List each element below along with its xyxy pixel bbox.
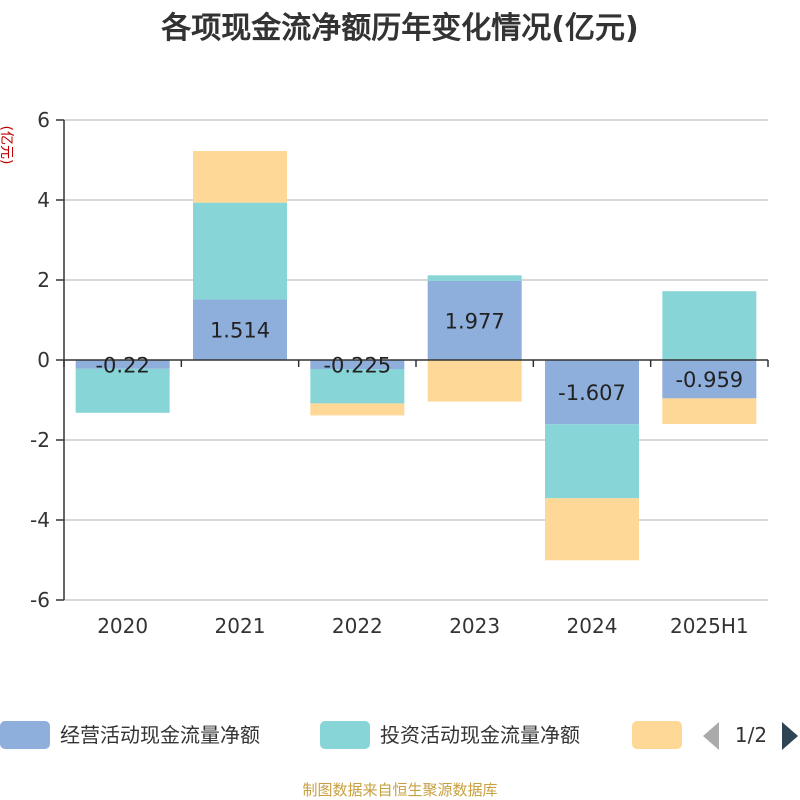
chart-title: 各项现金流净额历年变化情况(亿元)	[160, 11, 638, 46]
legend-prev-page-icon[interactable]	[703, 722, 719, 750]
bar-segment-2-2025H1[interactable]	[662, 291, 757, 360]
bar-segment-1-2020[interactable]	[75, 360, 170, 369]
bar-segment-2-2023[interactable]	[427, 275, 522, 281]
legend-swatch-financing[interactable]	[632, 721, 682, 749]
legend-swatch-operating[interactable]	[0, 721, 50, 749]
legend-label-investing[interactable]: 投资活动现金流量净额	[380, 723, 580, 747]
x-tick-label: 2023	[449, 614, 500, 638]
bar-segment-3-2025H1[interactable]	[662, 398, 757, 424]
x-tick-label: 2024	[567, 614, 618, 638]
bar-segment-1-2021[interactable]	[193, 299, 287, 360]
y-tick-label: 6	[37, 108, 50, 132]
bar-segment-1-2022[interactable]	[310, 360, 405, 369]
bar-segment-3-2022[interactable]	[310, 403, 405, 416]
x-tick-label: 2025H1	[670, 614, 749, 638]
data-label-2021: 1.514	[210, 319, 270, 343]
legend-label-operating[interactable]: 经营活动现金流量净额	[60, 723, 260, 747]
bar-segment-1-2023[interactable]	[427, 280, 522, 360]
bar-segment-1-2024[interactable]	[545, 360, 639, 425]
bar-segment-2-2022[interactable]	[310, 369, 405, 404]
legend-next-page-icon[interactable]	[782, 722, 798, 750]
legend-page-indicator: 1/2	[735, 723, 767, 747]
bar-segment-3-2023[interactable]	[427, 360, 522, 402]
bar-segment-2-2021[interactable]	[193, 202, 287, 300]
x-tick-label: 2021	[215, 614, 266, 638]
data-label-2022: -0.225	[323, 354, 391, 378]
legend-swatch-investing[interactable]	[320, 721, 370, 749]
y-tick-label: 2	[37, 268, 50, 292]
bar-segment-1-2025H1[interactable]	[662, 360, 757, 399]
legend: 经营活动现金流量净额 投资活动现金流量净额 1/2	[0, 721, 798, 750]
x-tick-label: 2020	[97, 614, 148, 638]
bar-segment-2-2024[interactable]	[545, 424, 639, 499]
y-tick-label: 4	[37, 188, 50, 212]
y-tick-label: -4	[30, 508, 50, 532]
data-label-2023: 1.977	[445, 309, 505, 333]
data-label-2024: -1.607	[558, 381, 626, 405]
x-tick-label: 2022	[332, 614, 383, 638]
footer-source: 制图数据来自恒生聚源数据库	[302, 781, 497, 799]
axes: -6 -4 -2 0 2 4 6 2020 2021 2022 2023 2024 2025H1	[30, 108, 769, 638]
bar-segment-2-2020[interactable]	[75, 368, 170, 413]
y-tick-label: 0	[37, 348, 50, 372]
data-label-2025H1: -0.959	[675, 368, 743, 392]
y-axis-label: (亿元)	[0, 126, 14, 165]
y-tick-label: -2	[30, 428, 50, 452]
data-labels: -0.22 1.514 -0.225 1.977 -1.607 -0.959	[95, 309, 743, 405]
grid-lines	[64, 119, 768, 601]
bar-segment-3-2024[interactable]	[545, 498, 639, 561]
data-label-2020: -0.22	[95, 353, 149, 377]
bars	[75, 151, 757, 561]
bar-segment-3-2021[interactable]	[193, 151, 287, 203]
y-tick-label: -6	[30, 588, 50, 612]
